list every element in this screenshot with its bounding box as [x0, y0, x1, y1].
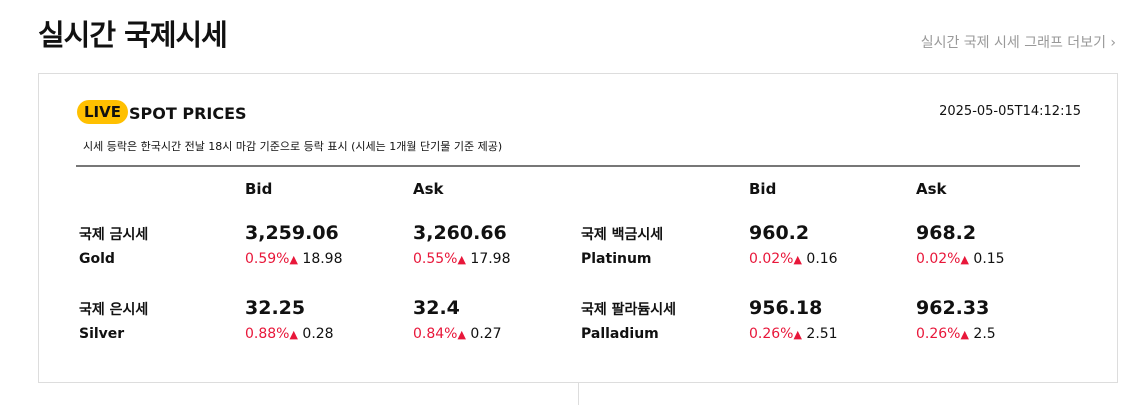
bid-price: 956.18 — [749, 297, 823, 319]
change-amount: 0.16 — [806, 251, 838, 267]
metal-name-ko: 국제 팔라듐시세 — [581, 302, 677, 318]
bid-price: 3,259.06 — [245, 222, 339, 244]
change-percent: 0.26% — [749, 326, 794, 342]
ask-price: 3,260.66 — [413, 222, 507, 244]
ask-price: 968.2 — [916, 222, 977, 244]
change-percent: 0.02% — [916, 251, 961, 267]
ask-price: 32.4 — [413, 297, 460, 319]
metal-name-en: Gold — [79, 251, 115, 267]
metal-name-ko: 국제 금시세 — [79, 227, 149, 243]
ask-change: 0.26%▲ 2.5 — [916, 326, 996, 342]
bid-change: 0.88%▲ 0.28 — [245, 326, 334, 342]
change-percent: 0.02% — [749, 251, 794, 267]
ask-change: 0.55%▲ 17.98 — [413, 251, 511, 267]
change-amount: 2.51 — [806, 326, 838, 342]
metal-name-ko: 국제 은시세 — [79, 302, 149, 318]
change-percent: 0.55% — [413, 251, 458, 267]
up-arrow-icon: ▲ — [960, 253, 969, 266]
up-arrow-icon: ▲ — [289, 328, 298, 341]
bid-change: 0.02%▲ 0.16 — [749, 251, 838, 267]
change-amount: 2.5 — [973, 326, 996, 342]
change-percent: 0.26% — [916, 326, 961, 342]
change-amount: 17.98 — [470, 251, 511, 267]
up-arrow-icon: ▲ — [289, 253, 298, 266]
up-arrow-icon: ▲ — [793, 253, 802, 266]
bid-price: 960.2 — [749, 222, 810, 244]
divider — [76, 165, 1080, 167]
change-amount: 0.27 — [470, 326, 502, 342]
bid-change: 0.59%▲ 18.98 — [245, 251, 343, 267]
change-amount: 0.28 — [302, 326, 334, 342]
bid-header: Bid — [245, 180, 273, 198]
up-arrow-icon: ▲ — [457, 253, 466, 266]
up-arrow-icon: ▲ — [457, 328, 466, 341]
spot-prices-panel: LIVE SPOT PRICES 2025-05-05T14:12:15 시세 … — [38, 73, 1118, 383]
timestamp: 2025-05-05T14:12:15 — [939, 104, 1081, 119]
bid-price: 32.25 — [245, 297, 306, 319]
metal-name-en: Palladium — [581, 326, 659, 342]
note: 시세 등락은 한국시간 전날 18시 마감 기준으로 등락 표시 (시세는 1개… — [83, 140, 503, 153]
change-amount: 18.98 — [302, 251, 343, 267]
up-arrow-icon: ▲ — [793, 328, 802, 341]
change-percent: 0.84% — [413, 326, 458, 342]
change-amount: 0.15 — [973, 251, 1005, 267]
ask-change: 0.02%▲ 0.15 — [916, 251, 1005, 267]
ask-change: 0.84%▲ 0.27 — [413, 326, 502, 342]
divider — [578, 382, 579, 405]
ask-header: Ask — [916, 180, 947, 198]
ask-header: Ask — [413, 180, 444, 198]
live-badge: LIVE — [77, 100, 128, 124]
more-graph-link[interactable]: 실시간 국제 시세 그래프 더보기 › — [920, 35, 1116, 51]
ask-price: 962.33 — [916, 297, 990, 319]
bid-change: 0.26%▲ 2.51 — [749, 326, 838, 342]
metal-name-en: Platinum — [581, 251, 652, 267]
change-percent: 0.59% — [245, 251, 290, 267]
page-title: 실시간 국제시세 — [38, 18, 228, 52]
up-arrow-icon: ▲ — [960, 328, 969, 341]
bid-header: Bid — [749, 180, 777, 198]
panel-title: SPOT PRICES — [129, 104, 247, 123]
change-percent: 0.88% — [245, 326, 290, 342]
metal-name-ko: 국제 백금시세 — [581, 227, 664, 243]
metal-name-en: Silver — [79, 326, 125, 342]
